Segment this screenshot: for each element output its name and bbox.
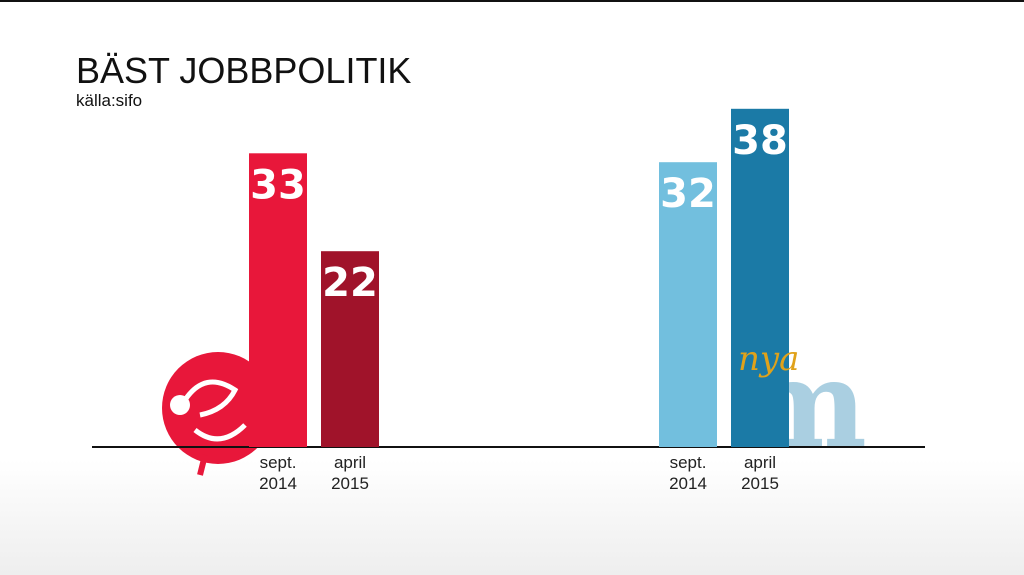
- value-label: 32: [660, 171, 716, 217]
- x-tick-label: sept. 2014: [259, 453, 297, 493]
- chart-subtitle: källa:sifo: [76, 91, 142, 110]
- bar: [249, 153, 307, 448]
- x-tick-label: sept. 2014: [669, 453, 707, 493]
- value-label: 33: [250, 162, 306, 208]
- bar: [659, 162, 717, 447]
- bar: [731, 108, 789, 448]
- x-tick-label: april 2015: [331, 453, 369, 493]
- value-label: 22: [322, 260, 378, 306]
- bar: [321, 251, 379, 447]
- rose-logo: [162, 352, 274, 476]
- x-tick-label: april 2015: [741, 453, 779, 493]
- logo-nya: nya: [738, 339, 799, 379]
- value-label: 38: [732, 118, 788, 164]
- chart-title: BÄST JOBBPOLITIK: [76, 50, 411, 91]
